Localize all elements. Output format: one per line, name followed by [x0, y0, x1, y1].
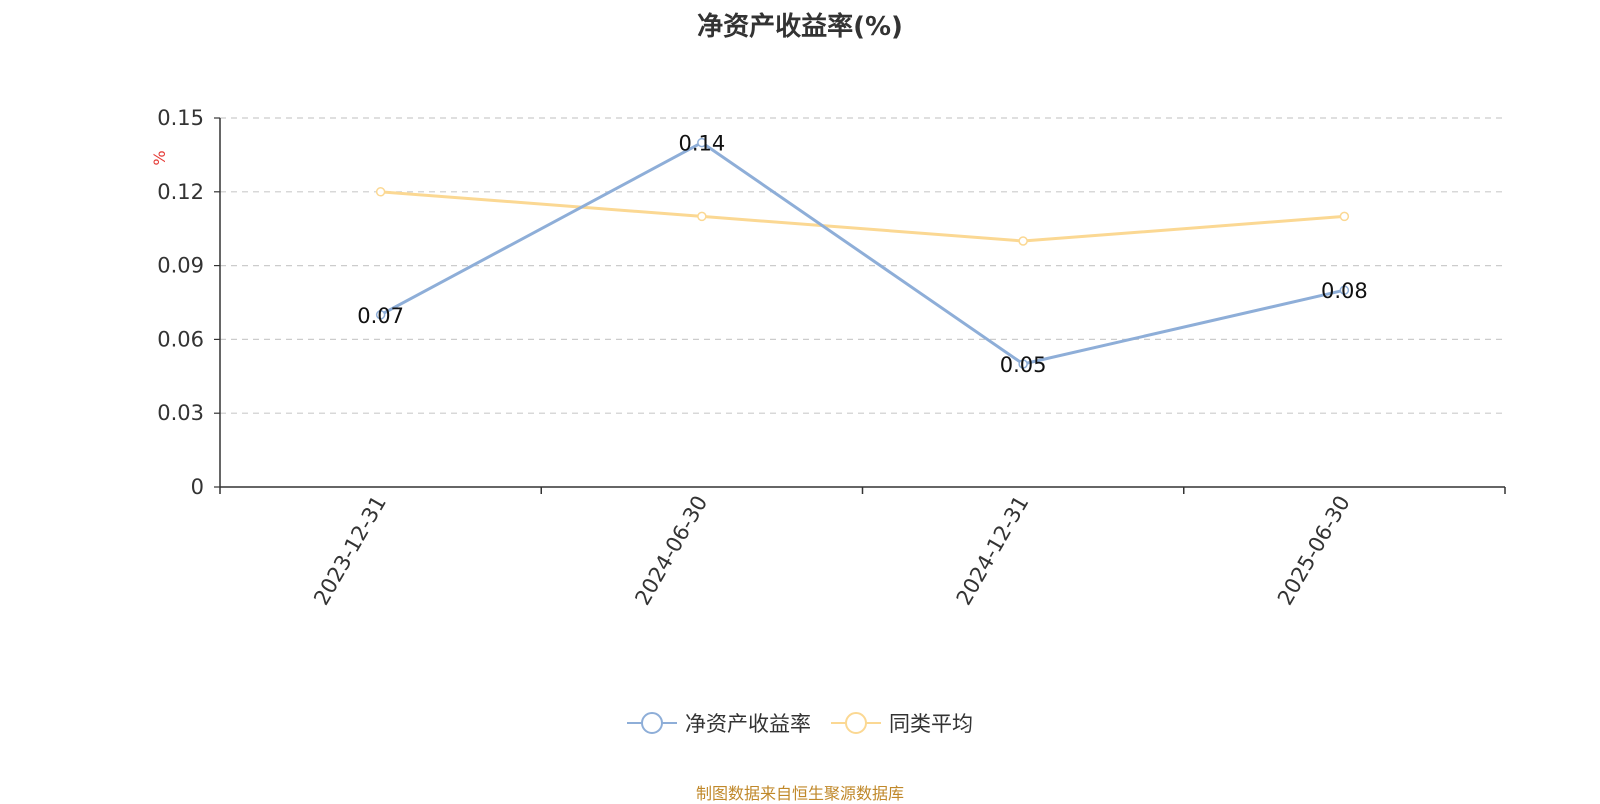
- x-tick-label: 2025-06-30: [1273, 492, 1355, 610]
- data-label: 0.08: [1321, 279, 1368, 303]
- legend-label-peer-average: 同类平均: [889, 712, 973, 736]
- series-line-roe: [379, 141, 1345, 366]
- y-tick-label: 0.06: [157, 327, 204, 351]
- data-label: 0.05: [1000, 353, 1047, 377]
- y-tick-label: 0: [191, 475, 204, 499]
- legend: 净资产收益率 同类平均: [0, 708, 1600, 738]
- data-point-roe[interactable]: [375, 310, 386, 320]
- source-note: 制图数据来自恒生聚源数据库: [695, 784, 904, 803]
- y-axis-label: %: [150, 150, 169, 165]
- legend-item-peer-average[interactable]: 同类平均: [831, 708, 973, 738]
- data-point-roe[interactable]: [1339, 285, 1350, 295]
- x-tick-label: 2024-12-31: [952, 492, 1034, 610]
- y-tick-label: 0.03: [157, 401, 204, 425]
- legend-marker-roe-icon: [627, 712, 677, 734]
- y-tick-label: 0.15: [157, 106, 204, 130]
- data-point-roe[interactable]: [1018, 359, 1028, 369]
- legend-item-roe[interactable]: 净资产收益率: [627, 708, 811, 738]
- data-point-roe[interactable]: [697, 137, 707, 148]
- x-tick-label: 2024-06-30: [630, 492, 712, 610]
- data-label: 0.07: [357, 304, 404, 328]
- data-point-peer-average[interactable]: [375, 187, 386, 197]
- y-tick-label: 0.09: [157, 254, 204, 278]
- legend-marker-peer-average-icon: [831, 712, 881, 734]
- data-point-peer-average[interactable]: [697, 211, 707, 222]
- y-tick-label: 0.12: [157, 180, 204, 204]
- data-point-peer-average[interactable]: [1018, 236, 1028, 246]
- x-tick-label: 2023-12-31: [309, 492, 391, 610]
- data-label: 0.14: [678, 132, 725, 156]
- chart-title: 净资产收益率(%): [697, 12, 903, 42]
- data-point-peer-average[interactable]: [1339, 211, 1350, 222]
- legend-label-roe: 净资产收益率: [685, 712, 811, 736]
- series-line-peer-average: [380, 190, 1345, 243]
